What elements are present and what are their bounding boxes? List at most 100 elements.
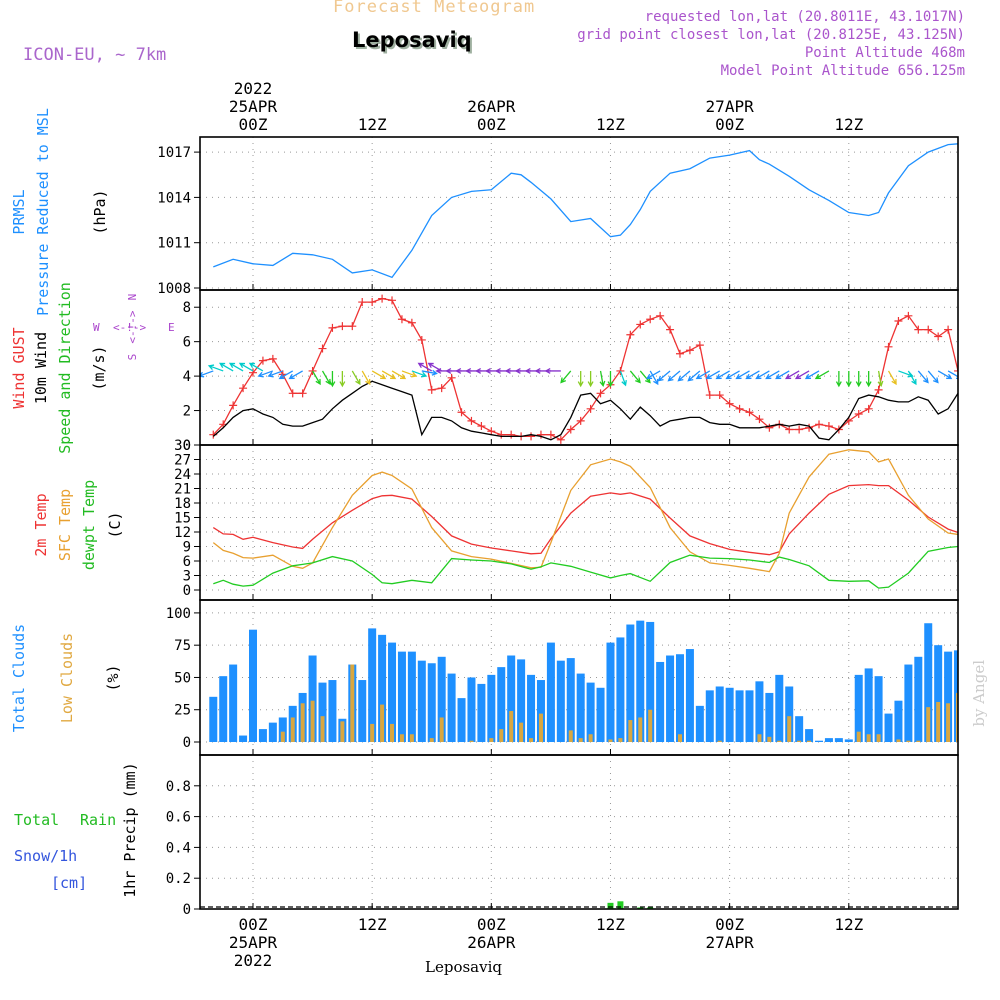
bar-low-clouds <box>608 739 613 742</box>
y-tick-label: 1008 <box>157 281 191 297</box>
bar-total-clouds <box>249 629 257 742</box>
bar-total-clouds <box>626 624 635 742</box>
bar-total-clouds <box>914 656 923 742</box>
bar-low-clouds <box>946 703 951 742</box>
bar-low-clouds <box>777 740 782 742</box>
y-tick-label: 12 <box>174 525 191 541</box>
bar-total-clouds <box>964 637 972 742</box>
bar-low-clouds <box>370 723 375 742</box>
bar-total-clouds <box>616 637 625 742</box>
gust-marker <box>616 366 625 375</box>
panel-label-clouds: (%) <box>104 664 122 691</box>
location-title: Leposaviq <box>352 28 472 52</box>
wind-direction-arrow <box>804 370 820 380</box>
wind-direction-arrow <box>639 370 651 384</box>
panel-label-pressure: (hPa) <box>91 189 109 234</box>
bar-total-clouds <box>954 650 958 742</box>
gust-marker <box>477 422 486 431</box>
panel-label-pressure: Pressure Reduced to MSL <box>34 108 52 316</box>
bar-total-clouds <box>884 713 893 742</box>
bar-low-clouds <box>399 734 404 742</box>
wind-direction-arrow <box>421 369 438 376</box>
time-label-bottom: 00Z <box>715 915 744 934</box>
bar-total-rain <box>617 901 624 909</box>
y-tick-label: 1017 <box>157 145 191 161</box>
bar-low-clouds <box>866 734 871 742</box>
wind-direction-arrow <box>735 370 750 380</box>
time-label-top: 26APR <box>467 97 516 116</box>
gust-marker <box>884 342 893 351</box>
time-label-bottom: 26APR <box>467 933 516 952</box>
panel-frame-pressure <box>199 136 959 291</box>
wind-direction-arrow <box>257 370 274 378</box>
y-tick-label: 100 <box>166 606 191 622</box>
gust-marker <box>854 410 863 418</box>
bar-low-clouds <box>340 721 345 742</box>
panel-label-temp: dewpt Temp <box>80 480 98 570</box>
model-point-altitude: Model Point Altitude 656.125m <box>720 63 965 79</box>
gust-marker <box>258 356 267 365</box>
bar-total-clouds <box>507 655 516 742</box>
y-tick-label: 25 <box>174 703 191 719</box>
gust-marker <box>308 366 317 375</box>
grid-coords: grid point closest lon,lat (20.8125E, 43… <box>577 27 965 43</box>
gust-marker <box>755 415 764 424</box>
y-tick-label: 21 <box>174 482 191 498</box>
bar-low-clouds <box>489 738 494 742</box>
bar-low-clouds <box>956 692 958 742</box>
time-label-bottom: 12Z <box>834 915 863 934</box>
wind-direction-arrow <box>657 370 671 382</box>
bar-total-clouds <box>695 705 704 742</box>
series-line-10m-wind <box>212 380 958 441</box>
bar-low-clouds <box>648 709 653 742</box>
gust-marker <box>487 427 496 436</box>
gust-marker <box>576 416 585 425</box>
gust-marker <box>586 404 595 413</box>
precip-label-rain: Rain <box>80 811 116 829</box>
bar-total-clouds <box>378 634 387 742</box>
y-tick-label: 1011 <box>157 236 191 252</box>
gust-marker <box>745 408 754 417</box>
meteogram-type-title: Forecast Meteogram <box>333 0 536 17</box>
wind-direction-arrow <box>607 370 614 388</box>
y-tick-label: 0.6 <box>166 810 191 826</box>
point-altitude: Point Altitude 468m <box>804 45 965 61</box>
panel-label-temp: SFC Temp <box>56 489 74 561</box>
panel-wind <box>194 289 981 446</box>
gust-marker <box>675 349 684 358</box>
bar-total-clouds <box>566 658 575 742</box>
bar-total-clouds <box>705 690 714 742</box>
bar-total-clouds <box>606 642 615 742</box>
wind-direction-arrow <box>937 370 953 380</box>
wind-direction-arrow <box>417 362 433 372</box>
time-label-top: 00Z <box>239 115 268 134</box>
panel-label-wind: Wind GUST <box>10 327 28 408</box>
wind-direction-arrow <box>321 370 331 386</box>
precip-axis-label: 1hr Precip (mm) <box>121 762 139 897</box>
wind-direction-arrow <box>968 371 981 379</box>
wind-direction-arrow <box>845 370 852 388</box>
bar-low-clouds <box>280 731 285 742</box>
wind-direction-arrow <box>361 370 371 386</box>
bar-total-clouds <box>328 680 337 742</box>
gust-marker <box>695 341 704 350</box>
bar-total-clouds <box>487 674 496 742</box>
wind-direction-arrow <box>725 370 740 380</box>
y-tick-label: 0 <box>183 902 191 918</box>
bar-low-clouds <box>509 711 514 742</box>
bar-low-clouds <box>290 717 295 742</box>
bar-total-clouds <box>854 674 863 742</box>
wind-direction-arrow <box>339 370 346 388</box>
bar-low-clouds <box>906 740 911 742</box>
bar-total-clouds <box>815 740 824 742</box>
time-label-top: 00Z <box>477 115 506 134</box>
bar-total-clouds <box>765 692 774 742</box>
gust-marker <box>874 385 883 394</box>
gust-marker <box>646 315 655 324</box>
bar-low-clouds <box>717 740 722 742</box>
time-label-bottom: 12Z <box>358 915 387 934</box>
gust-marker <box>407 318 416 327</box>
bar-total-clouds <box>636 620 645 742</box>
bar-low-clouds <box>350 664 355 742</box>
